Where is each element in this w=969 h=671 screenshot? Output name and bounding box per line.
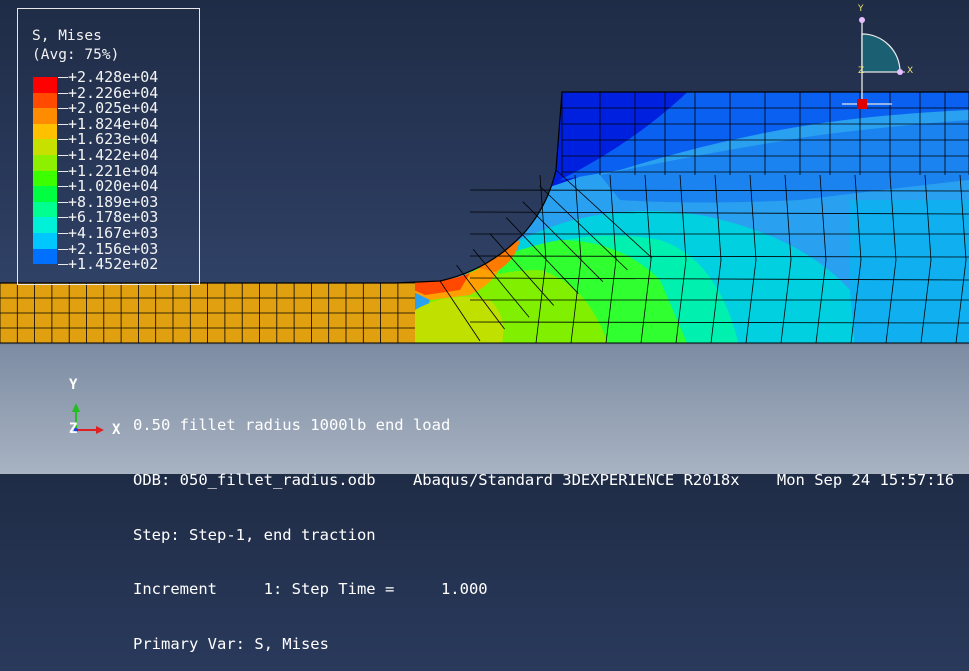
step-info: Step: Step-1, end traction	[133, 525, 376, 544]
triad-z-label: Z	[69, 421, 78, 437]
legend-color-swatch	[33, 155, 57, 171]
view-y-label: Y	[858, 4, 864, 14]
legend-color-swatch	[33, 77, 57, 93]
legend-tick	[58, 170, 68, 172]
legend-value: +2.428e+04	[68, 68, 159, 86]
part-outline	[0, 91, 969, 284]
legend-tick	[58, 233, 68, 234]
legend-value: +4.167e+03	[68, 224, 159, 242]
legend-color-swatch	[33, 186, 57, 202]
legend-value: +2.156e+03	[68, 239, 159, 258]
legend-value: +1.623e+04	[68, 130, 159, 149]
legend-tick	[58, 92, 68, 94]
legend-color-swatch	[33, 217, 57, 233]
primary-variable: Primary Var: S, Mises	[133, 634, 329, 653]
legend-color-swatch	[33, 92, 57, 109]
legend-tick	[58, 139, 68, 141]
legend-color-swatch	[33, 170, 57, 187]
increment-info: Increment 1: Step Time = 1.000	[133, 580, 488, 599]
legend-value: +2.025e+04	[68, 99, 159, 118]
legend-color-swatch	[33, 248, 57, 265]
legend-tick	[58, 264, 68, 266]
legend-tick	[58, 186, 68, 188]
legend-value: +1.221e+04	[68, 161, 159, 180]
legend-tick	[58, 123, 68, 125]
legend-value: +1.422e+04	[68, 146, 159, 164]
legend-value: +8.189e+03	[68, 192, 159, 211]
legend-color-swatch	[33, 108, 57, 124]
triad-x-label: X	[112, 422, 121, 438]
legend-tick	[58, 77, 68, 78]
legend-value: +1.452e+02	[68, 255, 159, 274]
legend-color-swatch	[33, 139, 57, 155]
legend-color-swatch	[33, 123, 57, 140]
legend-tick	[58, 201, 68, 203]
model-svg	[0, 17, 969, 434]
legend-averaging: (Avg: 75%)	[32, 47, 120, 63]
legend-title: S, Mises	[32, 28, 102, 44]
legend-value: +6.178e+03	[68, 208, 159, 227]
model-description: 0.50 fillet radius 1000lb end load	[133, 416, 451, 435]
legend-tick	[58, 108, 68, 110]
legend-color-swatch	[33, 201, 57, 218]
viewport-canvas[interactable]	[0, 0, 969, 474]
legend-tick	[58, 155, 68, 156]
legend-tick	[58, 217, 68, 219]
contour-legend: S, Mises (Avg: 75%) +2.428e+04 +2.226e+04…	[17, 8, 200, 285]
view-z-label: Z	[858, 66, 865, 76]
legend-color-swatch	[33, 233, 57, 249]
view-x-label: X	[907, 66, 914, 76]
legend-value: +2.226e+04	[68, 83, 159, 102]
model-info-block: 0.50 fillet radius 1000lb end load ODB: …	[133, 380, 954, 671]
legend-value: +1.824e+04	[68, 114, 159, 133]
legend-tick	[58, 248, 68, 250]
axis-triad	[72, 403, 104, 434]
view-orientation-triad[interactable]	[842, 17, 905, 109]
legend-value: +1.020e+04	[68, 177, 159, 196]
triad-y-label: Y	[69, 377, 78, 393]
